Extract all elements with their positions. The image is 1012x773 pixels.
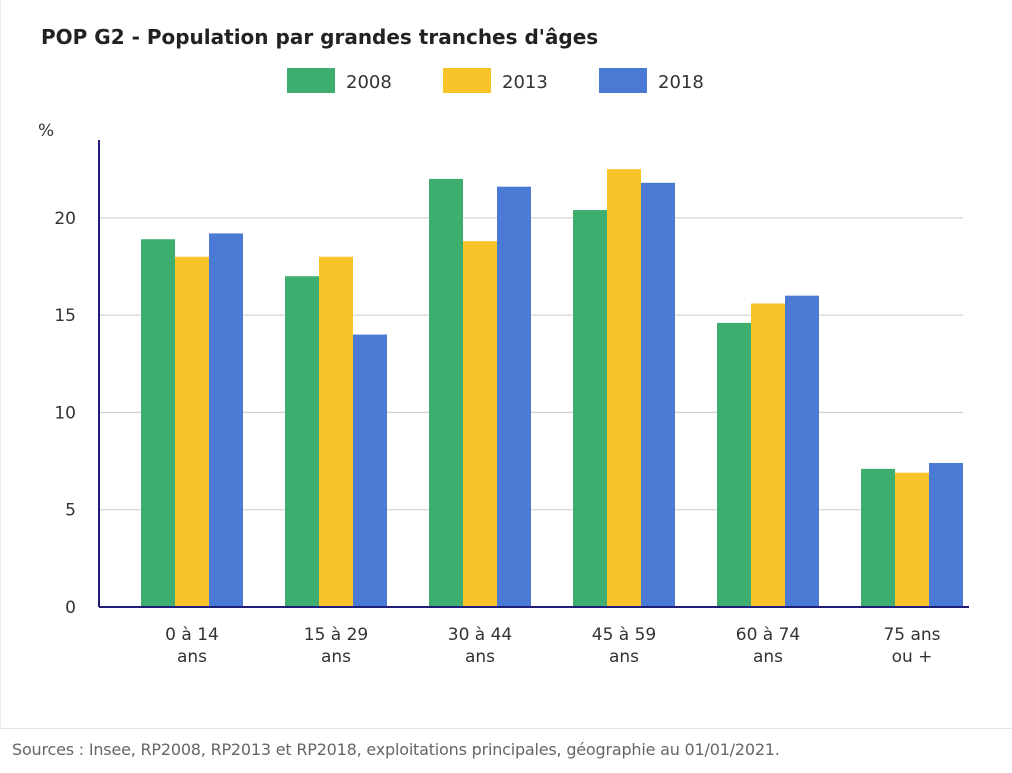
x-category-label-4-line-1: ans [753, 647, 783, 667]
axes [98, 140, 969, 608]
bar-2018-60-à-74-ans [785, 295, 819, 607]
bars [141, 169, 963, 608]
bar-2013-30-à-44-ans [463, 241, 497, 607]
x-category-label-3-line-1: ans [609, 647, 639, 667]
bar-2018-45-à-59-ans [641, 182, 675, 607]
legend-swatch-2018 [599, 68, 647, 93]
bar-2013-60-à-74-ans [751, 303, 785, 607]
bar-2008-75-ans-ou-+ [861, 468, 895, 607]
bar-2008-30-à-44-ans [429, 178, 463, 607]
bar-2018-30-à-44-ans [497, 186, 531, 607]
bar-2013-75-ans-ou-+ [895, 472, 929, 607]
bar-2008-60-à-74-ans [717, 322, 751, 607]
legend-swatch-2013 [443, 68, 491, 93]
y-tick-label-5: 5 [65, 501, 76, 521]
legend-label-2013: 2013 [502, 72, 548, 93]
bar-2008-45-à-59-ans [573, 210, 607, 608]
y-tick-label-15: 15 [54, 306, 76, 326]
y-tick-label-0: 0 [65, 598, 76, 618]
x-category-label-0-line-0: 0 à 14 [165, 625, 219, 645]
y-tick-label-10: 10 [54, 403, 76, 423]
chart-svg: POP G2 - Population par grandes tranches… [38, 25, 969, 667]
bar-2018-75-ans-ou-+ [929, 463, 963, 607]
bar-2018-0-à-14-ans [209, 233, 243, 607]
x-category-label-1-line-0: 15 à 29 [304, 625, 369, 645]
legend-label-2018: 2018 [658, 72, 704, 93]
x-category-label-5-line-0: 75 ans [883, 625, 940, 645]
bar-2018-15-à-29-ans [353, 334, 387, 607]
legend-swatch-2008 [287, 68, 335, 93]
x-category-label-4-line-0: 60 à 74 [736, 625, 801, 645]
bar-2013-15-à-29-ans [319, 256, 353, 607]
x-category-label-2-line-0: 30 à 44 [448, 625, 513, 645]
chart-title: POP G2 - Population par grandes tranches… [41, 25, 598, 49]
chart-card: POP G2 - Population par grandes tranches… [0, 0, 1012, 729]
x-category-label-1-line-1: ans [321, 647, 351, 667]
x-category-label-3-line-0: 45 à 59 [592, 625, 657, 645]
x-category-label-5-line-1: ou + [892, 647, 933, 667]
footer: Sources : Insee, RP2008, RP2013 et RP201… [0, 729, 1012, 773]
bar-2008-0-à-14-ans [141, 239, 175, 608]
source-note: Sources : Insee, RP2008, RP2013 et RP201… [12, 740, 780, 759]
bar-2008-15-à-29-ans [285, 276, 319, 607]
x-category-label-0-line-1: ans [177, 647, 207, 667]
bar-2013-45-à-59-ans [607, 169, 641, 607]
legend-label-2008: 2008 [346, 72, 392, 93]
y-tick-label-20: 20 [54, 209, 76, 229]
y-tick-labels: 0 5 10 15 20 [54, 209, 76, 618]
legend: 2008 2013 2018 [287, 68, 704, 93]
y-axis-label: % [38, 121, 54, 141]
x-category-label-2-line-1: ans [465, 647, 495, 667]
bar-2013-0-à-14-ans [175, 256, 209, 607]
